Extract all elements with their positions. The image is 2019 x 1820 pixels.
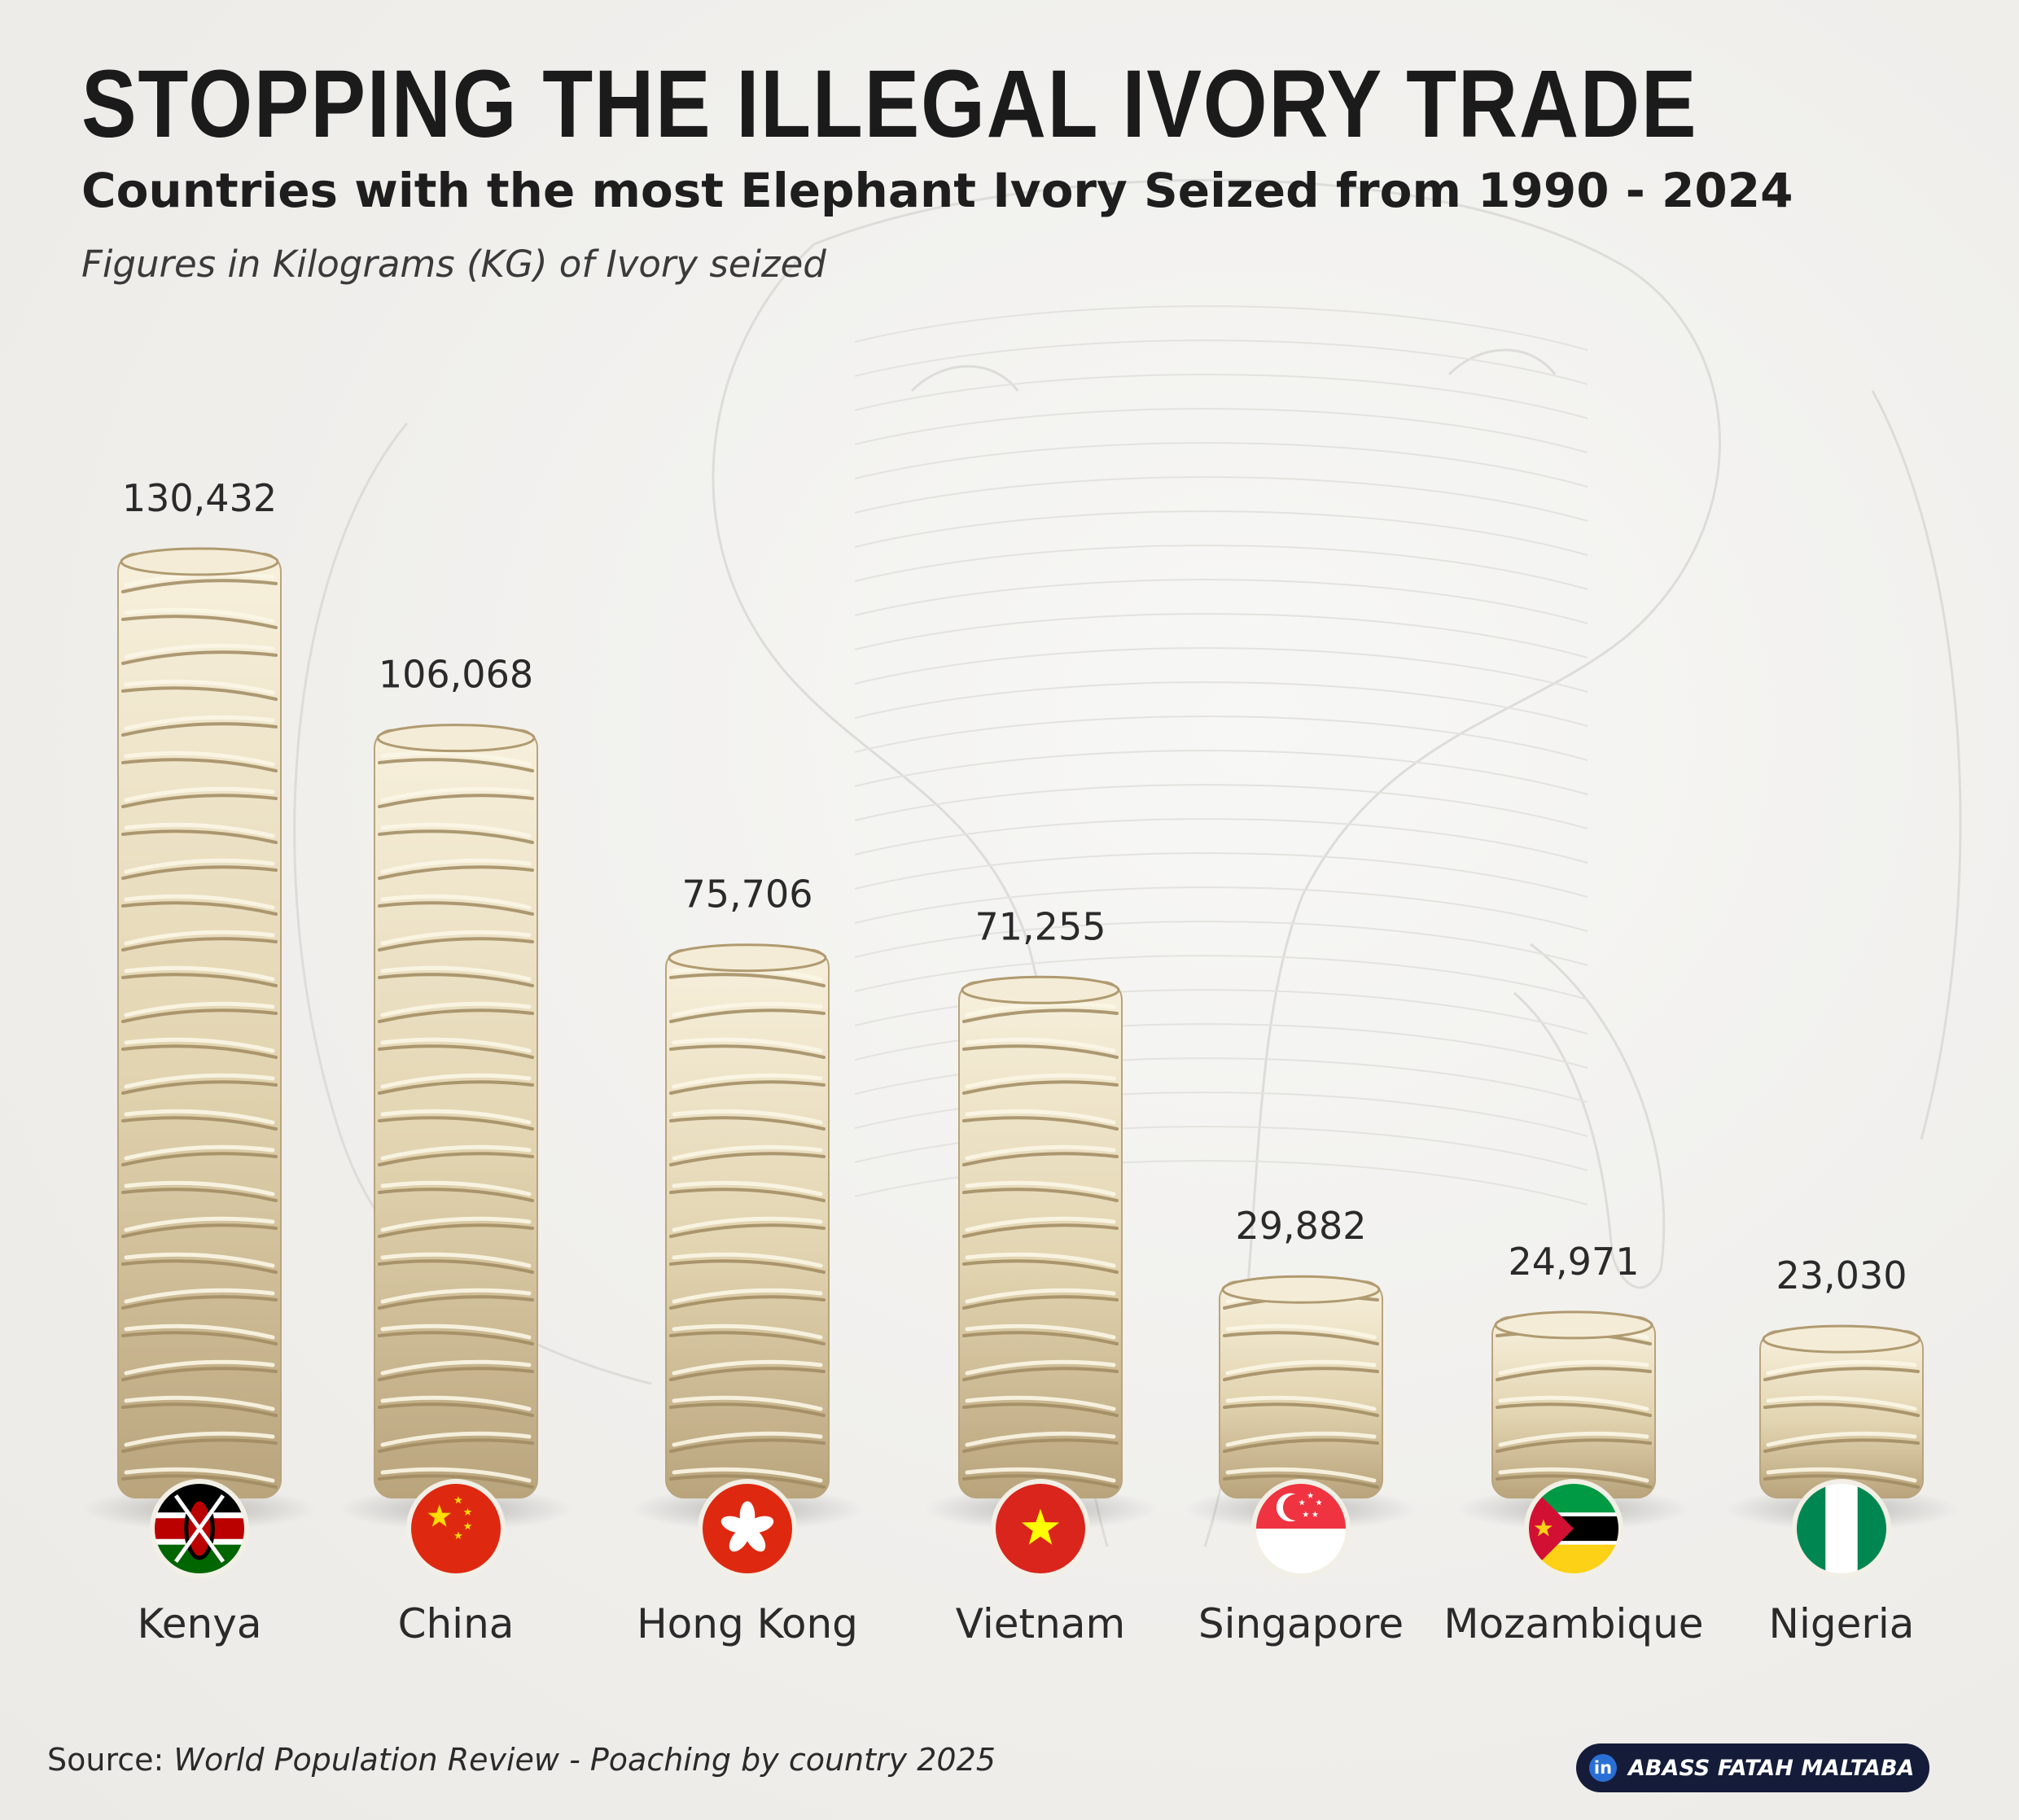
mozambique-flag-icon: [1524, 1479, 1623, 1578]
author-name: ABASS FATAH MALTABA: [1628, 1755, 1915, 1781]
ivory-stack-2: 106,068 China: [339, 653, 573, 1647]
kenya-flag-icon: [150, 1479, 249, 1578]
author-badge[interactable]: in ABASS FATAH MALTABA: [1576, 1743, 1929, 1792]
value-label: 75,706: [682, 873, 813, 917]
value-label: 106,068: [379, 653, 533, 697]
bar-singapore: [1219, 1280, 1383, 1499]
bar-hong-kong: [665, 948, 830, 1498]
category-label: Singapore: [1198, 1600, 1404, 1647]
linkedin-icon: in: [1589, 1754, 1617, 1782]
source-note: Source: World Population Review - Poachi…: [47, 1742, 996, 1778]
value-label: 130,432: [122, 476, 277, 520]
china-flag-icon: [406, 1479, 506, 1578]
value-label: 29,882: [1236, 1204, 1367, 1248]
bar-vietnam: [958, 981, 1123, 1498]
category-label: Mozambique: [1443, 1600, 1703, 1647]
ivory-stack-1: 130,432 Kenya: [82, 476, 317, 1647]
source-text: World Population Review - Poaching by co…: [173, 1742, 996, 1778]
value-label: 23,030: [1776, 1253, 1907, 1297]
ivory-stack-3: 75,706 Hong Kong: [630, 873, 865, 1647]
singapore-flag-icon: [1251, 1479, 1351, 1578]
category-label: Hong Kong: [637, 1600, 858, 1647]
category-label: Nigeria: [1769, 1600, 1915, 1647]
ivory-stack-5: 29,882 Singapore: [1184, 1204, 1418, 1647]
ivory-stack-7: 23,030 Nigeria: [1724, 1253, 1959, 1647]
chart-subtitle: Countries with the most Elephant Ivory S…: [81, 163, 1793, 218]
vietnam-flag-icon: [991, 1479, 1090, 1578]
value-label: 71,255: [975, 904, 1106, 948]
value-label: 24,971: [1509, 1240, 1640, 1284]
ivory-stack-6: 24,971 Mozambique: [1443, 1240, 1703, 1647]
ivory-stack-4: 71,255 Vietnam: [923, 904, 1158, 1647]
nigeria-flag-icon: [1792, 1479, 1891, 1578]
category-label: China: [398, 1600, 515, 1647]
chart-title: STOPPING THE ILLEGAL IVORY TRADE: [81, 50, 1698, 158]
units-note: Figures in Kilograms (KG) of Ivory seize…: [81, 243, 826, 286]
source-label: Source:: [47, 1742, 164, 1778]
category-label: Kenya: [138, 1600, 262, 1647]
hong-kong-flag-icon: [698, 1479, 797, 1578]
category-label: Vietnam: [956, 1600, 1125, 1647]
